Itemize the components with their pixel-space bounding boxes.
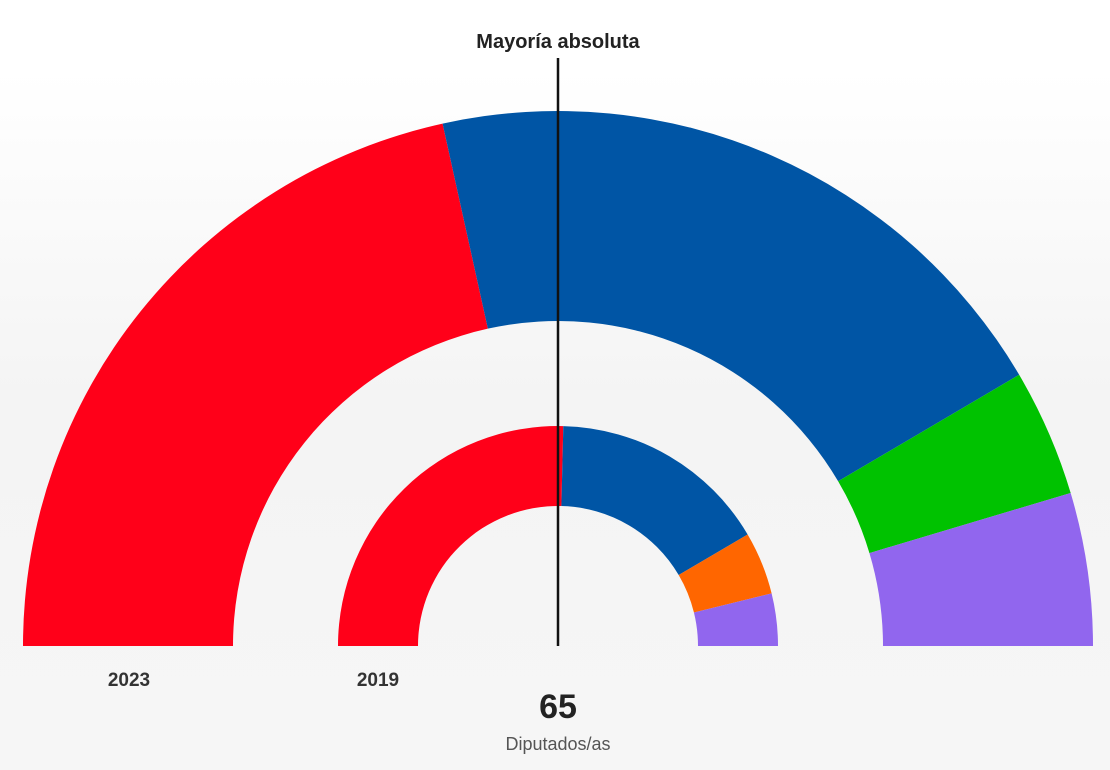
segment-2023-3[interactable] <box>838 374 1071 554</box>
segment-2023-2[interactable] <box>442 111 1020 482</box>
segment-2019-2[interactable] <box>561 426 748 576</box>
ring-label-2023: 2023 <box>108 670 150 691</box>
majority-label: Mayoría absoluta <box>476 31 640 53</box>
ring-label-2019: 2019 <box>357 670 399 691</box>
segment-2023-1[interactable] <box>23 123 488 647</box>
ring-2023 <box>23 111 1093 647</box>
segment-2019-1[interactable] <box>338 426 564 646</box>
ring-2019 <box>338 426 778 646</box>
total-seats: 65 <box>539 688 577 726</box>
total-caption: Diputados/as <box>505 734 610 754</box>
segment-2019-3[interactable] <box>678 534 772 613</box>
segment-2023-4[interactable] <box>869 493 1093 646</box>
segment-2019-4[interactable] <box>693 593 778 646</box>
